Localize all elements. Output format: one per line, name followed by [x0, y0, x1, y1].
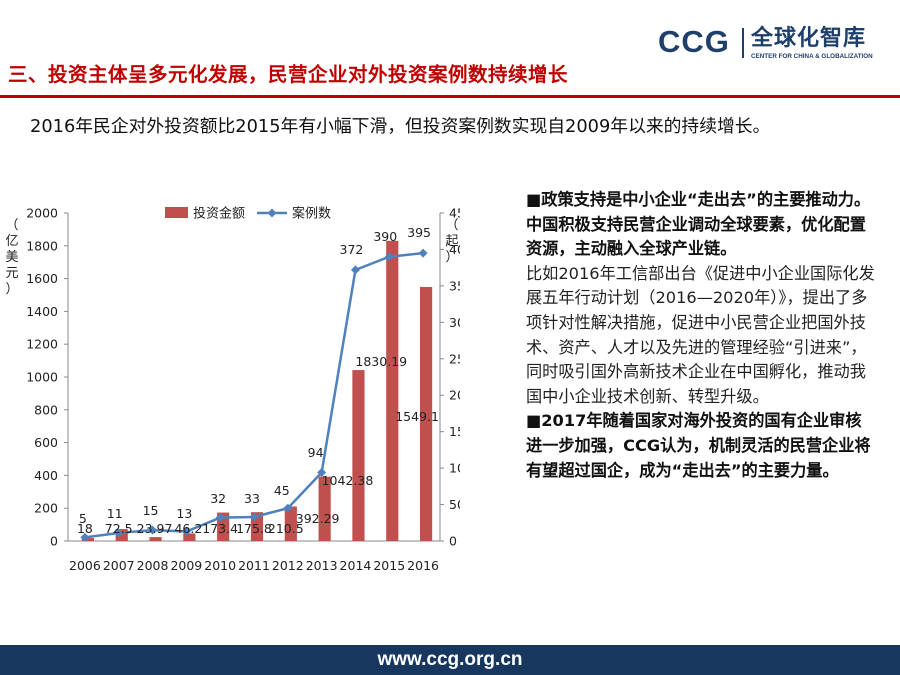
right-tick-label: 150 — [449, 424, 460, 439]
point-2013 — [317, 467, 327, 477]
point-2012 — [283, 503, 293, 513]
bar-value-label: 18 — [77, 521, 93, 536]
commentary-paragraph-2: 比如2016年工信部出台《促进中小企业国际化发展五年行动计划（2016—2020… — [526, 263, 875, 406]
right-axis-title: （起） — [445, 218, 458, 265]
bar-2014 — [352, 370, 365, 541]
point-2007 — [114, 528, 124, 538]
point-2014 — [350, 265, 360, 275]
bar-value-label: 1549.1 — [395, 409, 439, 424]
bar-value-label: 72.5 — [105, 521, 133, 536]
left-tick-label: 1800 — [26, 238, 58, 253]
left-tick-label: 600 — [34, 435, 58, 450]
x-tick-label: 2008 — [137, 558, 169, 573]
bar-value-label: 175.8 — [236, 521, 272, 536]
line-value-label: 94 — [308, 445, 324, 460]
right-tick-label: 350 — [449, 278, 460, 293]
line-value-label: 13 — [176, 506, 192, 521]
legend-label-amount: 投资金额 — [193, 206, 245, 222]
left-tick-label: 1200 — [26, 337, 58, 352]
bar-value-label: 173.4 — [202, 521, 238, 536]
bar-2012 — [284, 506, 297, 541]
bar-2016 — [420, 286, 433, 541]
x-tick-label: 2016 — [407, 558, 439, 573]
right-tick-label: 250 — [449, 351, 460, 366]
left-tick-label: 1600 — [26, 271, 58, 286]
bar-value-label: 46.2 — [174, 521, 202, 536]
commentary-paragraph-1: ■政策支持是中小企业“走出去”的主要推动力。中国积极支持民营企业调动全球要素，优… — [526, 190, 871, 259]
legend-label-cases: 案例数 — [292, 207, 331, 222]
line-value-label: 372 — [340, 242, 364, 257]
bar-2008 — [149, 537, 162, 541]
logo-separator — [742, 28, 744, 58]
bar-value-label: 392.29 — [296, 511, 340, 526]
line-value-label: 395 — [407, 225, 431, 240]
x-tick-label: 2012 — [272, 558, 304, 573]
bar-value-label: 1830.19 — [355, 354, 407, 369]
bar-2015 — [386, 240, 399, 541]
legend-swatch-amount — [165, 207, 188, 218]
investment-chart: 0 200 400 600 800 1000 1200 1400 1600 1800 2000 0 50… — [5, 206, 460, 574]
page-title: 三、投资主体呈多元化发展，民营企业对外投资案例数持续增长 — [8, 63, 569, 86]
title-divider — [0, 95, 900, 98]
left-tick-label: 800 — [34, 402, 58, 417]
x-tick-label: 2011 — [238, 558, 270, 573]
x-tick-label: 2013 — [306, 558, 338, 573]
line-value-label: 11 — [107, 506, 123, 521]
right-tick-label: 300 — [449, 315, 460, 330]
right-tick-label: 450 — [449, 206, 460, 221]
footer-url[interactable]: www.ccg.org.cn — [377, 649, 523, 670]
ccg-logo: CCG 全球化智库 CENTER FOR CHINA & GLOBALIZATI… — [658, 24, 890, 64]
right-tick-label: 400 — [449, 242, 460, 257]
footer-bar: www.ccg.org.cn — [0, 645, 900, 675]
left-axis-title: （亿美元） — [5, 218, 18, 297]
x-tick-label: 2006 — [69, 558, 101, 573]
line-value-label: 32 — [210, 491, 226, 506]
point-2015 — [384, 252, 394, 262]
left-tick-label: 2000 — [26, 206, 58, 221]
left-tick-label: 1000 — [26, 370, 58, 385]
line-value-label: 5 — [79, 511, 87, 526]
bar-2009 — [183, 533, 196, 541]
bar-2006 — [81, 538, 94, 541]
left-tick-label: 200 — [34, 501, 58, 516]
point-2010 — [215, 513, 225, 523]
right-tick-label: 50 — [449, 497, 460, 512]
bar-value-label: 1042.38 — [322, 473, 374, 488]
logo-ccg-text: CCG — [658, 24, 730, 59]
bar-value-label: 210.5 — [268, 521, 304, 536]
right-tick-label: 0 — [449, 534, 457, 549]
point-2011 — [249, 512, 259, 522]
bar-2013 — [318, 476, 331, 541]
line-value-label: 45 — [274, 483, 290, 498]
x-tick-label: 2009 — [170, 558, 202, 573]
x-tick-label: 2010 — [204, 558, 236, 573]
point-2009 — [181, 527, 191, 537]
left-tick-label: 400 — [34, 468, 58, 483]
point-2006 — [80, 532, 90, 542]
right-tick-label: 200 — [449, 388, 460, 403]
logo-chinese-name: 全球化智库 — [751, 26, 867, 51]
page-subtitle: 2016年民企对外投资额比2015年有小幅下滑，但投资案例数实现自2009年以来… — [30, 116, 771, 137]
point-2016 — [418, 248, 428, 258]
x-tick-label: 2015 — [373, 558, 405, 573]
left-tick-label: 0 — [50, 534, 58, 549]
line-value-label: 33 — [244, 491, 260, 506]
logo-english-name: CENTER FOR CHINA & GLOBALIZATION — [751, 53, 873, 60]
commentary-textbox: ■政策支持是中小企业“走出去”的主要推动力。中国积极支持民营企业调动全球要素，优… — [526, 188, 876, 483]
commentary-paragraph-3: ■2017年随着国家对海外投资的国有企业审核进一步加强，CCG认为，机制灵活的民… — [526, 411, 871, 480]
x-tick-label: 2014 — [340, 558, 372, 573]
bar-2007 — [115, 529, 128, 541]
right-tick-label: 100 — [449, 461, 460, 476]
left-tick-label: 1400 — [26, 304, 58, 319]
x-tick-label: 2007 — [103, 558, 135, 573]
line-value-label: 390 — [373, 229, 397, 244]
legend-marker-cases — [267, 208, 277, 218]
line-value-label: 15 — [143, 503, 159, 518]
point-2008 — [148, 525, 158, 535]
bar-value-label: 23.97 — [137, 521, 173, 536]
